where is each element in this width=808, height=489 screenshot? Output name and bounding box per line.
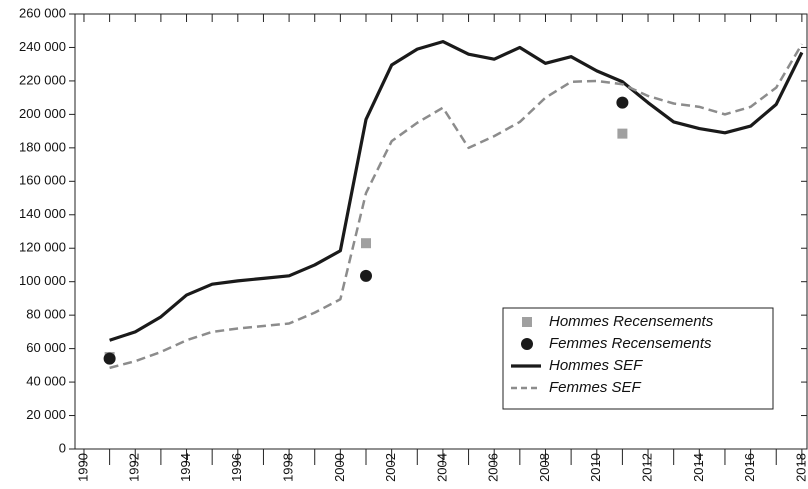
legend-marker	[521, 338, 533, 350]
marker	[361, 238, 372, 249]
marker	[617, 128, 628, 139]
x-tick-label: 2004	[434, 453, 449, 482]
y-tick-label: 0	[59, 440, 66, 455]
y-tick-label: 240 000	[19, 39, 66, 54]
legend-marker	[522, 317, 532, 327]
x-tick-label: 1990	[75, 453, 90, 482]
x-tick-label: 1994	[178, 453, 193, 482]
legend-label: Femmes Recensements	[549, 335, 712, 352]
y-tick-label: 80 000	[26, 307, 66, 322]
legend-box	[502, 307, 774, 410]
plot-frame	[74, 13, 808, 450]
marker	[103, 352, 116, 365]
x-tick-label: 2008	[537, 453, 552, 482]
y-tick-label: 160 000	[19, 173, 66, 188]
x-tick-label: 1992	[127, 453, 142, 482]
legend-label: Hommes Recensements	[549, 313, 714, 330]
line	[109, 43, 803, 370]
legend-label: Hommes SEF	[549, 357, 643, 374]
y-tick-label: 200 000	[19, 106, 66, 121]
x-tick-label: 1996	[229, 453, 244, 482]
y-tick-label: 20 000	[26, 407, 66, 422]
x-tick-label: 2014	[691, 453, 706, 482]
y-tick-label: 220 000	[19, 72, 66, 87]
marker	[616, 96, 629, 109]
legend: Hommes Recensements Femmes Recensements Ho…	[502, 307, 774, 410]
x-tick-label: 2000	[332, 453, 347, 482]
x-tick-label: 2006	[486, 453, 501, 482]
y-tick-label: 140 000	[19, 206, 66, 221]
x-tick-label: 2002	[383, 453, 398, 482]
y-tick-label: 180 000	[19, 139, 66, 154]
y-tick-label: 100 000	[19, 273, 66, 288]
x-tick-label: 2012	[639, 453, 654, 482]
x-tick-label: 2016	[742, 453, 757, 482]
y-tick-label: 60 000	[26, 340, 66, 355]
marker	[360, 269, 373, 282]
line	[109, 40, 804, 342]
y-tick-label: 120 000	[19, 240, 66, 255]
x-tick-label: 2010	[588, 453, 603, 482]
legend-label: Femmes SEF	[549, 379, 642, 396]
x-tick-label: 1998	[281, 453, 296, 482]
x-tick-label: 2018	[793, 453, 808, 482]
y-tick-label: 260 000	[19, 5, 66, 20]
y-tick-label: 40 000	[26, 374, 66, 389]
